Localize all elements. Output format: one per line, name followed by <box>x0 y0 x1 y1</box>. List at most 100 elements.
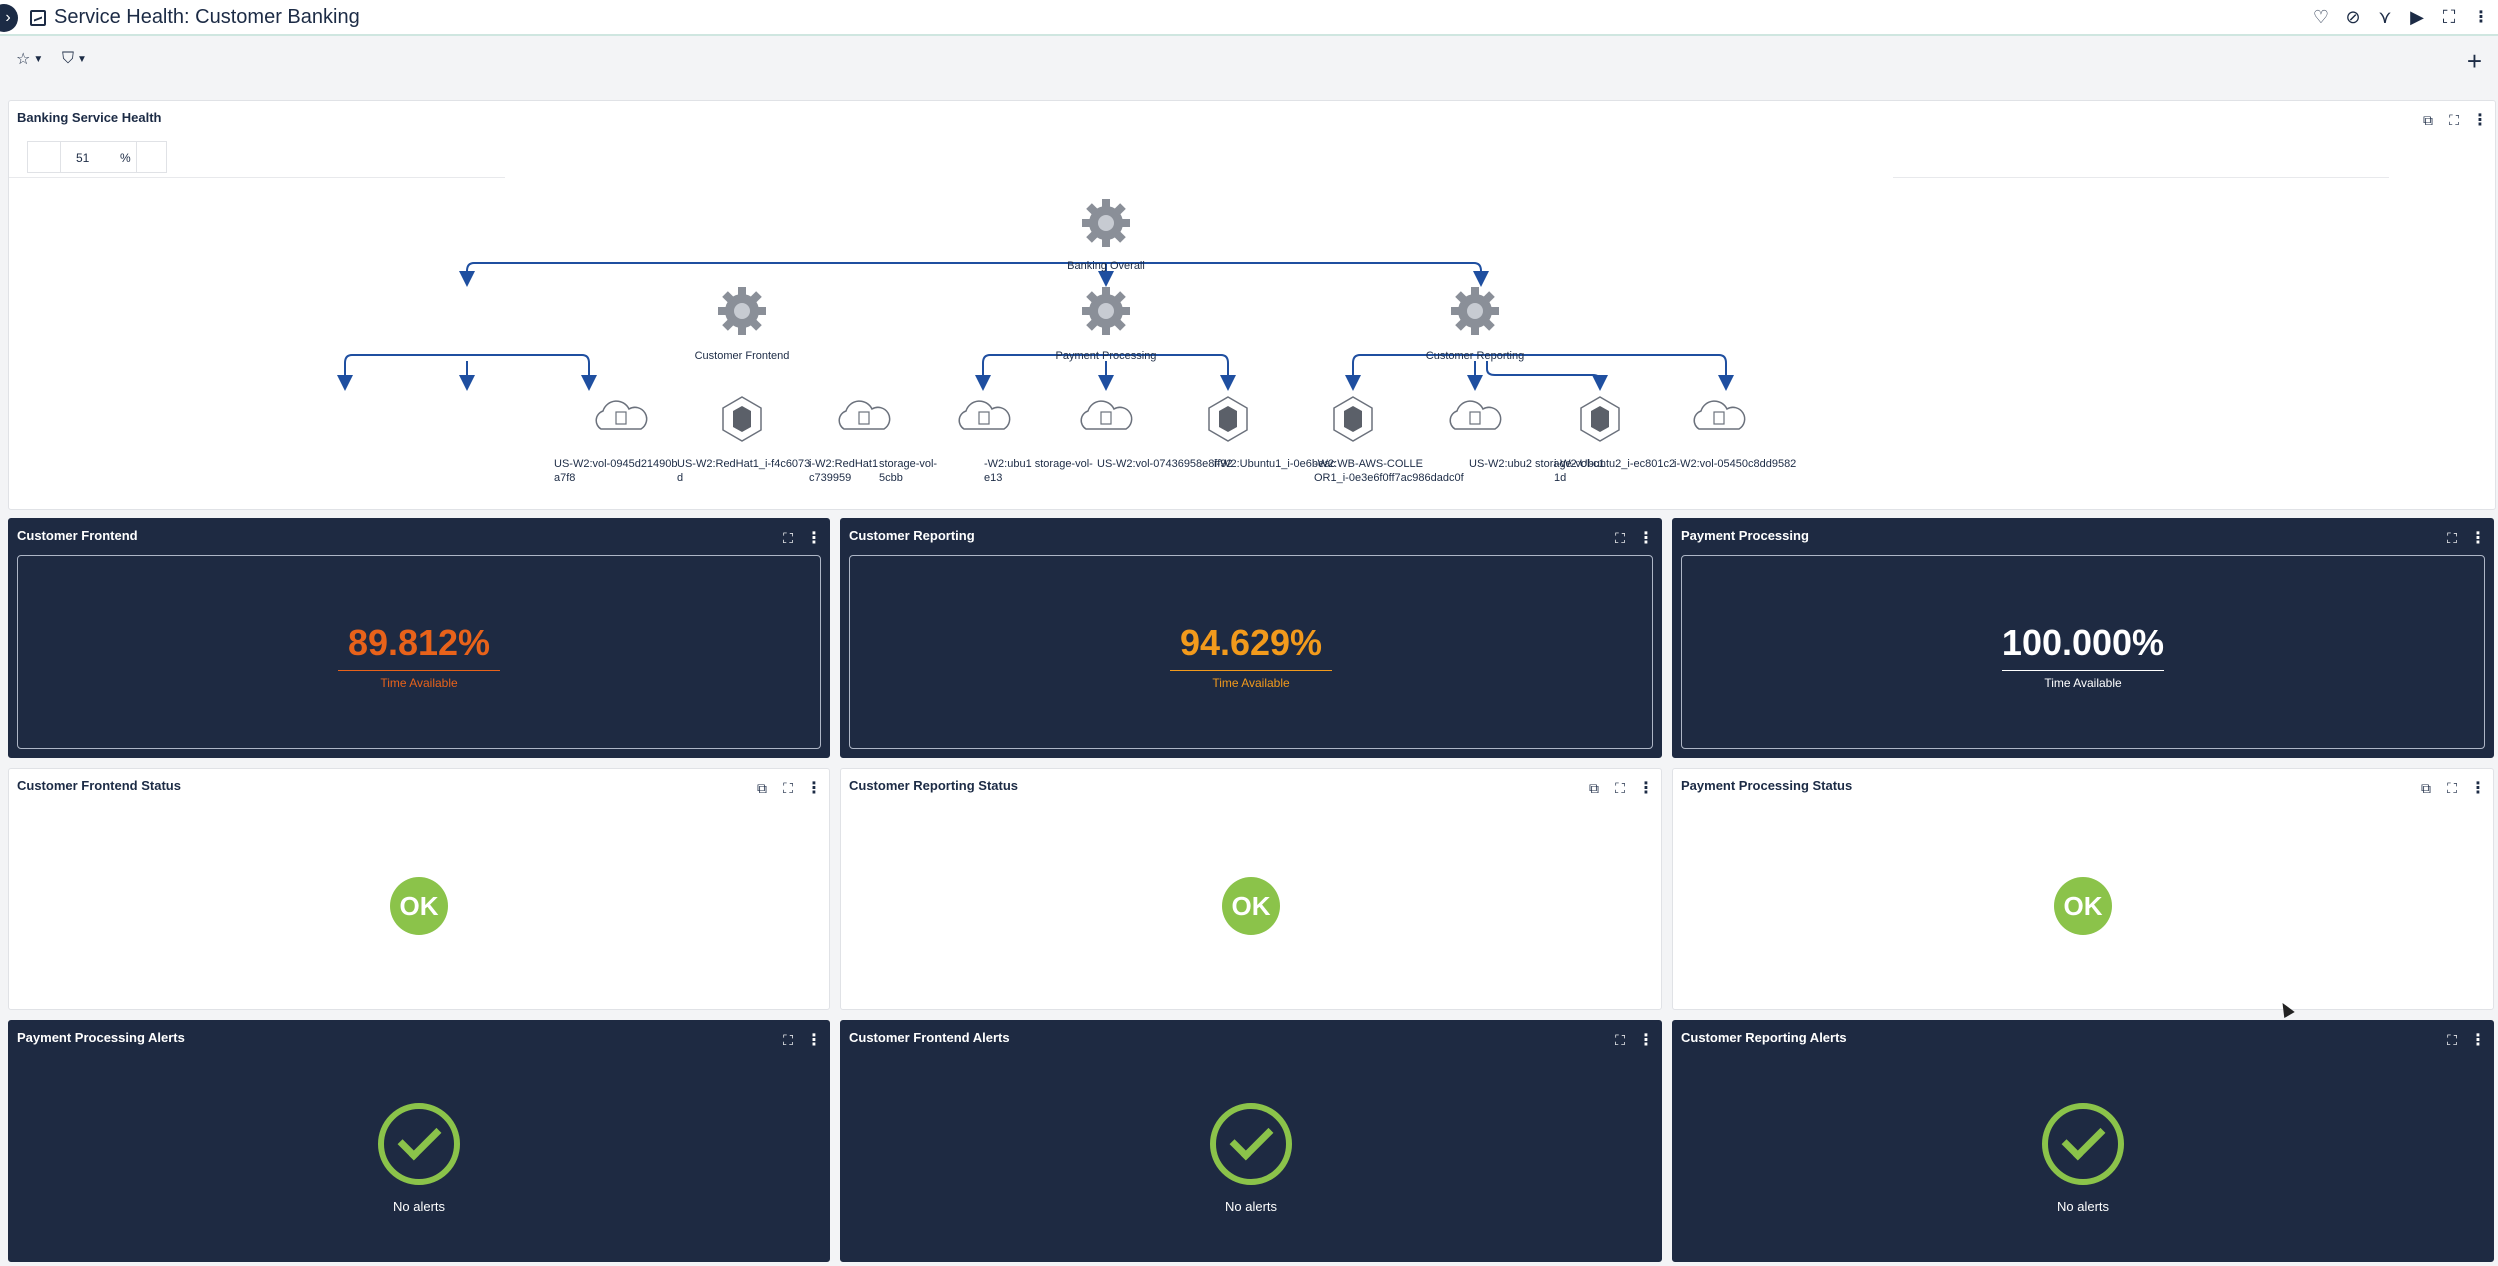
resource-label: a7f8 <box>554 472 575 484</box>
fullscreen-icon[interactable]: ⛶ <box>783 529 793 546</box>
fullscreen-icon[interactable]: ⛶ <box>2447 529 2457 546</box>
widget-title: Customer Frontend Status <box>17 778 181 793</box>
alerts-widget-payment-processing: Payment Processing Alerts ⛶ ⋮ No alerts <box>8 1020 830 1262</box>
resource-label: c739959 <box>809 472 851 484</box>
more-icon[interactable]: ⋮ <box>1638 780 1654 797</box>
more-icon[interactable]: ⋮ <box>806 780 822 797</box>
node-label: Banking Overall <box>1067 260 1145 272</box>
fullscreen-icon[interactable]: ⛶ <box>1615 529 1625 546</box>
favorites-dropdown[interactable]: ☆ ▼ <box>16 48 43 70</box>
more-icon[interactable]: ⋮ <box>806 530 822 547</box>
resource-label: US-W2:ubu2 storage-vol-c1 <box>1469 458 1605 470</box>
widget-actions: ⛶ ⋮ <box>2443 1031 2487 1050</box>
chevron-down-icon: ▼ <box>33 53 44 65</box>
more-icon[interactable]: ⋮ <box>806 1032 822 1049</box>
open-external-icon[interactable]: ⧉ <box>1589 779 1599 796</box>
map-widget: Banking Service Health ⧉ ⛶ ⋮ 51 % <box>8 100 2496 510</box>
service-node-root[interactable]: Banking Overall <box>1067 199 1145 272</box>
open-external-icon[interactable]: ⧉ <box>2423 111 2433 128</box>
resource-node[interactable] <box>1580 396 1620 442</box>
stat-panel: 94.629% Time Available <box>849 555 1653 749</box>
widget-actions: ⧉ ⛶ ⋮ <box>2419 111 2489 130</box>
fullscreen-icon[interactable]: ⛶ <box>783 1031 793 1048</box>
check-circle-icon <box>378 1103 460 1185</box>
more-icon[interactable]: ⋮ <box>2470 1032 2486 1049</box>
zoom-control[interactable]: 51 % <box>27 141 167 173</box>
status-widget-customer-reporting: Customer Reporting Status ⧉ ⛶ ⋮ OK <box>840 768 1662 1010</box>
check-circle-icon <box>1210 1103 1292 1185</box>
widget-actions: ⛶ ⋮ <box>1611 1031 1655 1050</box>
expand-sidebar-button[interactable]: › <box>0 4 18 32</box>
more-icon[interactable]: ⋮ <box>2470 530 2486 547</box>
alerts-widget-customer-reporting: Customer Reporting Alerts ⛶ ⋮ No alerts <box>1672 1020 2494 1262</box>
more-icon[interactable]: ⋮ <box>2472 112 2488 129</box>
resource-node[interactable] <box>722 396 762 442</box>
resource-label: US-W2:vol-07436958e8ff92 <box>1097 458 1233 470</box>
status-widget-customer-frontend: Customer Frontend Status ⧉ ⛶ ⋮ OK <box>8 768 830 1010</box>
fullscreen-icon[interactable]: ⛶ <box>2447 1031 2457 1048</box>
resource-node[interactable] <box>838 400 891 430</box>
fullscreen-icon[interactable]: ⛶ <box>1615 779 1625 796</box>
resource-label: i-W2:Ubuntu1_i-0e6beac <box>1214 458 1336 470</box>
availability-caption: Time Available <box>380 676 458 690</box>
heart-icon[interactable]: ♡ <box>2312 6 2330 27</box>
more-icon[interactable]: ⋮ <box>1638 1032 1654 1049</box>
share-icon[interactable]: ⋎ <box>2378 6 2392 27</box>
more-icon[interactable]: ⋮ <box>2473 9 2489 26</box>
widget-actions: ⧉ ⛶ ⋮ <box>2417 779 2487 798</box>
service-node-customer-reporting[interactable]: Customer Reporting <box>1426 287 1524 362</box>
stat-panel: 100.000% Time Available <box>1681 555 2485 749</box>
fullscreen-icon[interactable]: ⛶ <box>2447 779 2457 796</box>
widget-title: Customer Reporting Status <box>849 778 1019 793</box>
resource-node[interactable] <box>1208 396 1248 442</box>
resource-label: i-W2:Ubuntu2_i-ec801c2 <box>1554 458 1675 470</box>
more-icon[interactable]: ⋮ <box>2470 780 2486 797</box>
divider <box>338 670 500 671</box>
divider <box>1170 670 1332 671</box>
fullscreen-icon[interactable]: ⛶ <box>1615 1031 1625 1048</box>
node-label: Payment Processing <box>1056 350 1157 362</box>
resource-node[interactable] <box>595 400 648 430</box>
availability-value: 94.629% <box>1179 622 1323 663</box>
fullscreen-icon[interactable]: ⛶ <box>783 779 793 796</box>
resource-label: 1d <box>1554 472 1566 484</box>
resource-label: storage-vol- <box>879 458 937 470</box>
filter-dropdown[interactable]: ⛉ ▼ <box>62 48 87 70</box>
resource-node[interactable] <box>1693 400 1746 430</box>
stat-widget-customer-reporting: Customer Reporting ⛶ ⋮ 94.629% Time Avai… <box>840 518 1662 758</box>
slideshow-icon[interactable]: ▶ <box>2410 6 2424 27</box>
resource-label: i-W2:vol-05450c8dd9582 <box>1674 458 1796 470</box>
divider <box>9 177 505 178</box>
resource-label: -W2:WB-AWS-COLLE <box>1314 458 1423 470</box>
more-icon[interactable]: ⋮ <box>1638 530 1654 547</box>
status-badge: OK <box>2054 877 2112 935</box>
stat-widget-customer-frontend: Customer Frontend ⛶ ⋮ 89.812% Time Avail… <box>8 518 830 758</box>
resource-node[interactable] <box>1333 396 1373 442</box>
resource-node[interactable] <box>1080 400 1133 430</box>
dashboard-icon <box>30 10 46 26</box>
resource-label: OR1_i-0e3e6f0ff7ac986dadc0f <box>1314 472 1465 484</box>
widget-title: Customer Reporting Alerts <box>1681 1030 1847 1045</box>
zoom-value[interactable]: 51 <box>76 151 90 165</box>
service-node-payment-processing[interactable]: Payment Processing <box>1056 287 1157 362</box>
resource-label: i-W2:RedHat1 <box>809 458 878 470</box>
check-circle-icon <box>2042 1103 2124 1185</box>
hide-icon[interactable]: ⊘ <box>2345 6 2361 27</box>
widget-actions: ⛶ ⋮ <box>779 529 823 548</box>
add-widget-button[interactable]: + <box>2466 46 2482 76</box>
widget-title: Banking Service Health <box>17 110 162 125</box>
availability-caption: Time Available <box>2044 676 2122 690</box>
resource-node[interactable] <box>1449 400 1502 430</box>
node-label: Customer Frontend <box>695 350 790 362</box>
divider <box>2002 670 2164 671</box>
service-node-customer-frontend[interactable]: Customer Frontend <box>695 287 790 362</box>
fullscreen-icon[interactable]: ⛶ <box>2442 6 2456 27</box>
fullscreen-icon[interactable]: ⛶ <box>2449 111 2459 128</box>
open-external-icon[interactable]: ⧉ <box>757 779 767 796</box>
alerts-caption: No alerts <box>2056 1199 2110 1214</box>
resource-node[interactable] <box>958 400 1011 430</box>
page-title: Service Health: Customer Banking <box>54 6 360 28</box>
open-external-icon[interactable]: ⧉ <box>2421 779 2431 796</box>
resource-label: e13 <box>984 472 1002 484</box>
topology-map[interactable]: Banking Overall Customer Frontend Paymen… <box>9 101 2497 511</box>
